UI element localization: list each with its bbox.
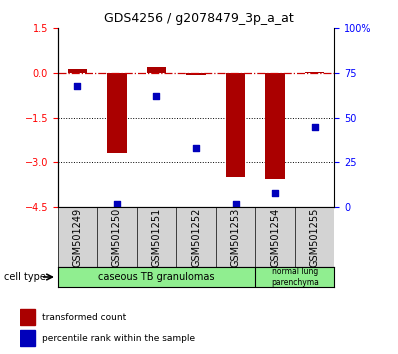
Point [272, 190, 278, 196]
Text: GDS4256 / g2078479_3p_a_at: GDS4256 / g2078479_3p_a_at [104, 12, 294, 25]
Point [193, 145, 199, 151]
Bar [68, 69, 87, 73]
Bar [20, 330, 35, 346]
Text: GSM501250: GSM501250 [112, 207, 122, 267]
Point [153, 93, 160, 99]
Point [232, 201, 239, 206]
Bar [305, 72, 324, 73]
Point [114, 201, 120, 206]
Text: cell type: cell type [4, 272, 46, 282]
Text: caseous TB granulomas: caseous TB granulomas [98, 272, 215, 282]
Point [311, 124, 318, 130]
Text: GSM501255: GSM501255 [310, 207, 320, 267]
Text: GSM501253: GSM501253 [230, 207, 240, 267]
Bar [107, 73, 127, 154]
Bar [186, 73, 206, 74]
Bar [226, 73, 246, 177]
Text: transformed count: transformed count [42, 313, 126, 322]
Point [74, 83, 81, 88]
Bar [146, 67, 166, 73]
Text: GSM501249: GSM501249 [72, 207, 82, 267]
Text: GSM501254: GSM501254 [270, 207, 280, 267]
Text: normal lung
parenchyma: normal lung parenchyma [271, 267, 319, 287]
Bar [20, 309, 35, 325]
Text: GSM501252: GSM501252 [191, 207, 201, 267]
Bar [265, 73, 285, 179]
Text: GSM501251: GSM501251 [152, 207, 162, 267]
Text: percentile rank within the sample: percentile rank within the sample [42, 333, 195, 343]
